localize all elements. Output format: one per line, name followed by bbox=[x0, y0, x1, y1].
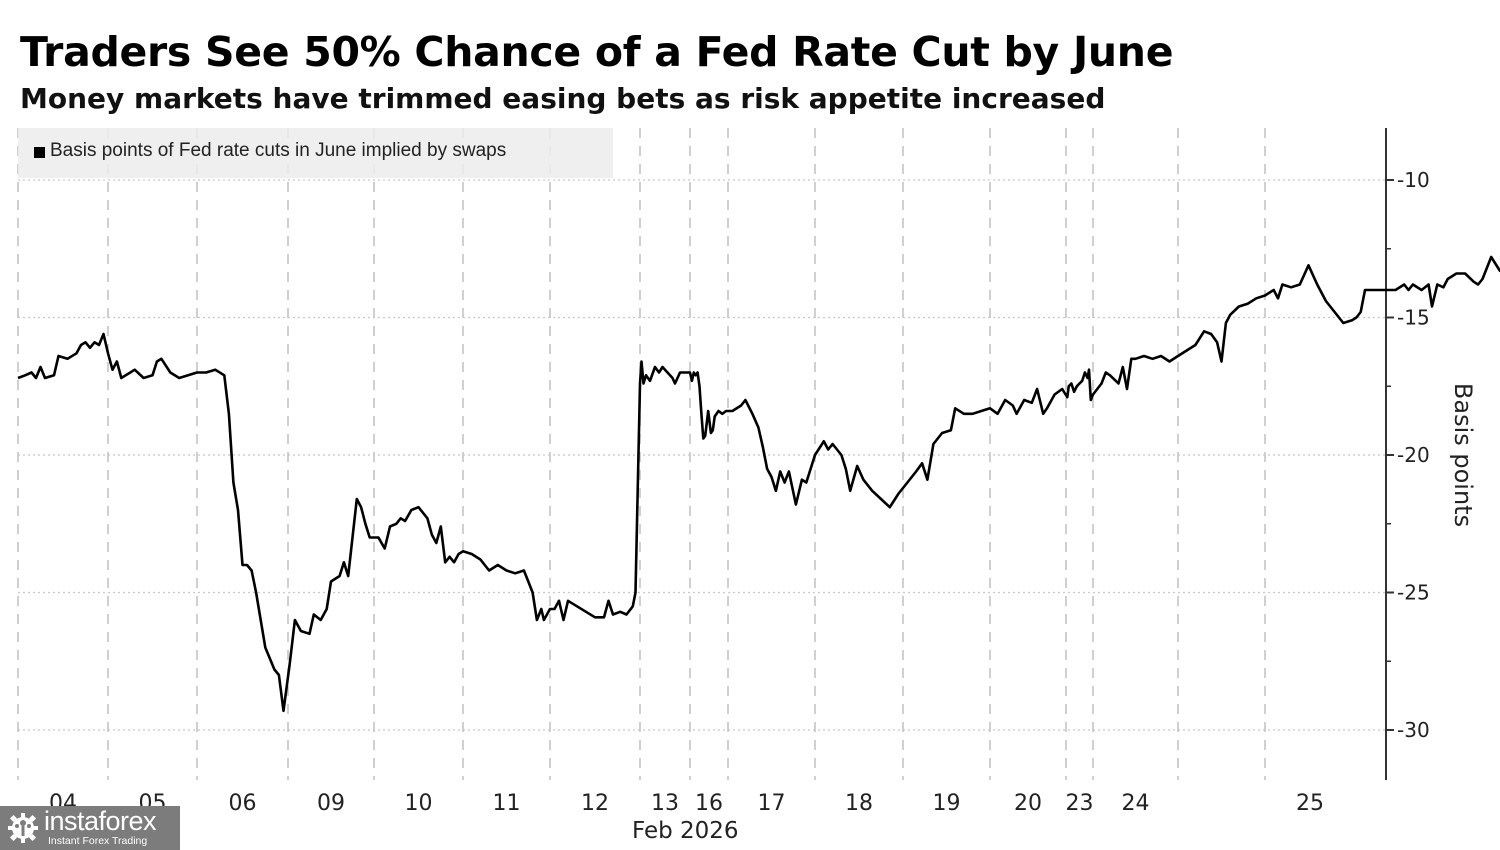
x-tick-label: 19 bbox=[933, 791, 961, 816]
chart-subtitle: Money markets have trimmed easing bets a… bbox=[20, 82, 1106, 115]
watermark-tagline: Instant Forex Trading bbox=[48, 835, 148, 847]
x-tick-label: 11 bbox=[493, 791, 521, 816]
legend-label: Basis points of Fed rate cuts in June im… bbox=[50, 140, 507, 161]
y-tick-label: -15 bbox=[1397, 306, 1430, 330]
horizontal-gridlines bbox=[18, 179, 1386, 731]
series-line bbox=[17, 255, 1500, 713]
y-tick-label: -20 bbox=[1397, 443, 1430, 467]
x-tick-label: 06 bbox=[229, 791, 257, 816]
instaforex-watermark: instaforex Instant Forex Trading bbox=[0, 806, 180, 850]
x-tick-label: 17 bbox=[758, 791, 786, 816]
x-tick-label: 18 bbox=[845, 791, 873, 816]
gear-logo-icon bbox=[8, 813, 38, 843]
x-tick-label: 12 bbox=[581, 791, 609, 816]
y-tick-label: -30 bbox=[1397, 718, 1430, 742]
vertical-gridlines bbox=[17, 128, 1266, 780]
y-tick-label: -25 bbox=[1397, 581, 1430, 605]
y-axis: -10 -15 -20 -25 -30 bbox=[1385, 128, 1430, 780]
x-tick-label: 10 bbox=[405, 791, 433, 816]
legend bbox=[18, 128, 613, 178]
x-tick-label: 25 bbox=[1296, 791, 1324, 816]
legend-swatch bbox=[34, 147, 45, 158]
y-axis-label: Basis points bbox=[1449, 383, 1477, 527]
x-tick-label: 09 bbox=[317, 791, 345, 816]
x-tick-label: 23 bbox=[1066, 791, 1094, 816]
x-tick-label: 13 bbox=[651, 791, 679, 816]
watermark-brand: instaforex bbox=[44, 806, 157, 836]
x-tick-label: 24 bbox=[1122, 791, 1150, 816]
series-layer bbox=[17, 255, 1500, 713]
x-tick-label: 16 bbox=[695, 791, 723, 816]
x-axis-ticks: 04 05 06 09 10 11 12 13 16 17 18 19 20 23 24 25 bbox=[49, 791, 1324, 816]
y-tick-label: -10 bbox=[1397, 168, 1430, 192]
chart-title: Traders See 50% Chance of a Fed Rate Cut… bbox=[20, 28, 1174, 76]
x-tick-label: 20 bbox=[1014, 791, 1042, 816]
x-axis-unit-label: Feb 2026 bbox=[632, 818, 739, 844]
